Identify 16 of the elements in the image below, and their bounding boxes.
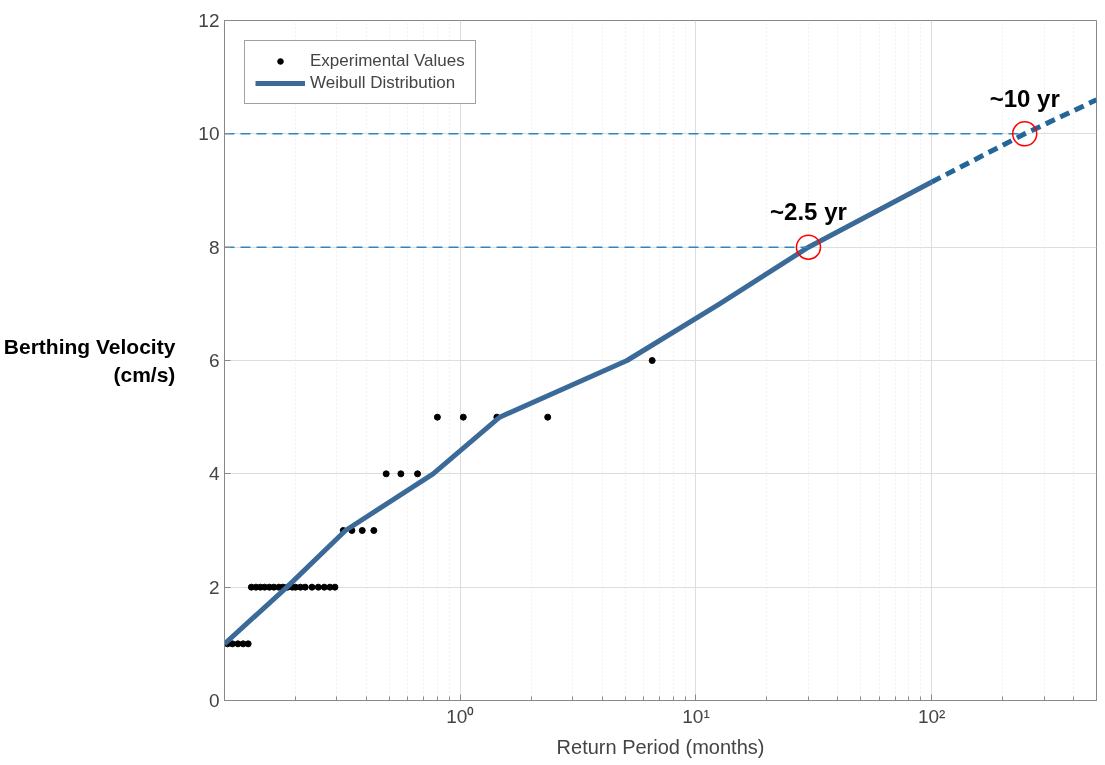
y-tick-label: 6 — [208, 350, 220, 371]
y-tick-label: 4 — [208, 463, 220, 485]
y-axis-title: Berthing Velocity (cm/s) — [3, 335, 176, 386]
y-tick-label: 2 — [208, 576, 220, 598]
annotation: ~10 yr — [989, 84, 1060, 112]
annotation: ~2.5 yr — [770, 198, 847, 226]
y-tick-label: 12 — [198, 10, 220, 31]
legend-label: Weibull Distribution — [310, 73, 456, 93]
x-tick-label: 10² — [917, 705, 946, 727]
legend-label: Experimental Values — [310, 51, 465, 71]
y-tick-label: 10 — [198, 123, 220, 145]
x-axis-title: Return Period (months) — [556, 735, 765, 758]
y-tick-label: 0 — [208, 690, 220, 711]
x-tick-label: 10¹ — [682, 705, 710, 727]
y-tick-label: 8 — [208, 236, 220, 258]
x-tick-label: 10⁰ — [446, 705, 475, 727]
